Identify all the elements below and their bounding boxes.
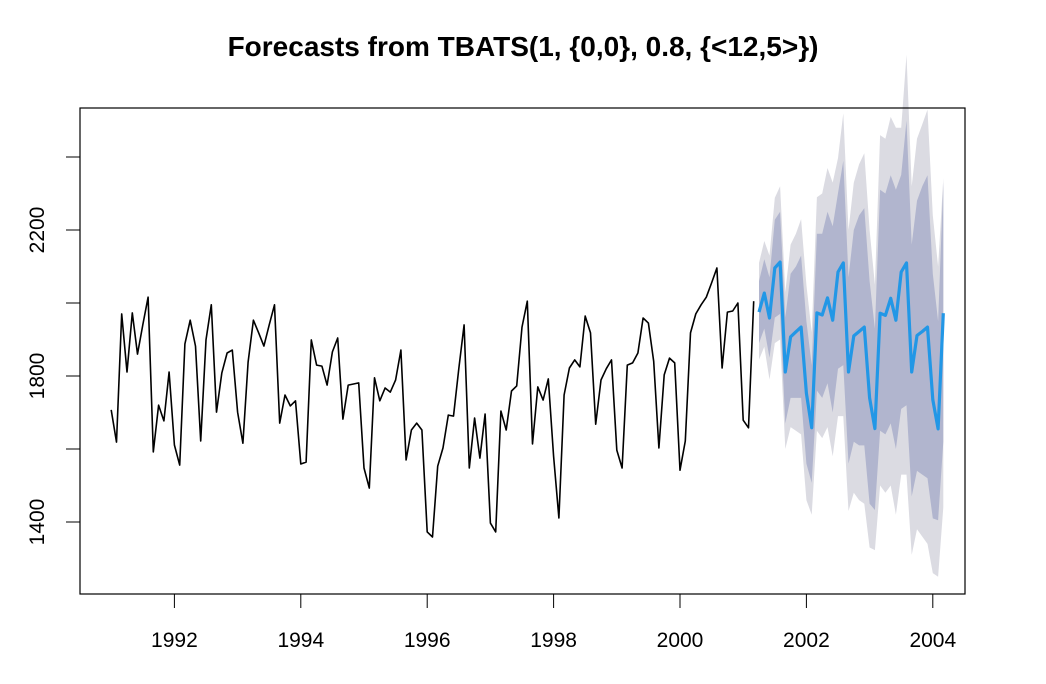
y-axis: 1400 1800 2200 [26, 156, 81, 546]
x-tick-label: 2004 [909, 629, 956, 652]
band-80 [759, 120, 944, 521]
x-tick-label: 2000 [657, 629, 704, 652]
series-group [110, 260, 945, 538]
x-tick-label: 1992 [151, 629, 198, 652]
chart-title: Forecasts from TBATS(1, {0,0}, 0.8, {<12… [228, 31, 819, 62]
y-tick-label: 2200 [26, 207, 49, 254]
x-tick-label: 1994 [277, 629, 324, 652]
x-tick-label: 1996 [404, 629, 451, 652]
observed-series-line [110, 267, 755, 538]
y-tick-label: 1800 [26, 353, 49, 400]
y-tick-label: 1400 [26, 499, 49, 546]
x-tick-label: 1998 [530, 629, 577, 652]
forecast-line [757, 260, 945, 431]
x-axis: 1992 1994 1996 1998 2000 2002 2004 [151, 593, 956, 652]
prediction-interval-80 [759, 120, 944, 521]
x-tick-label: 2002 [783, 629, 830, 652]
